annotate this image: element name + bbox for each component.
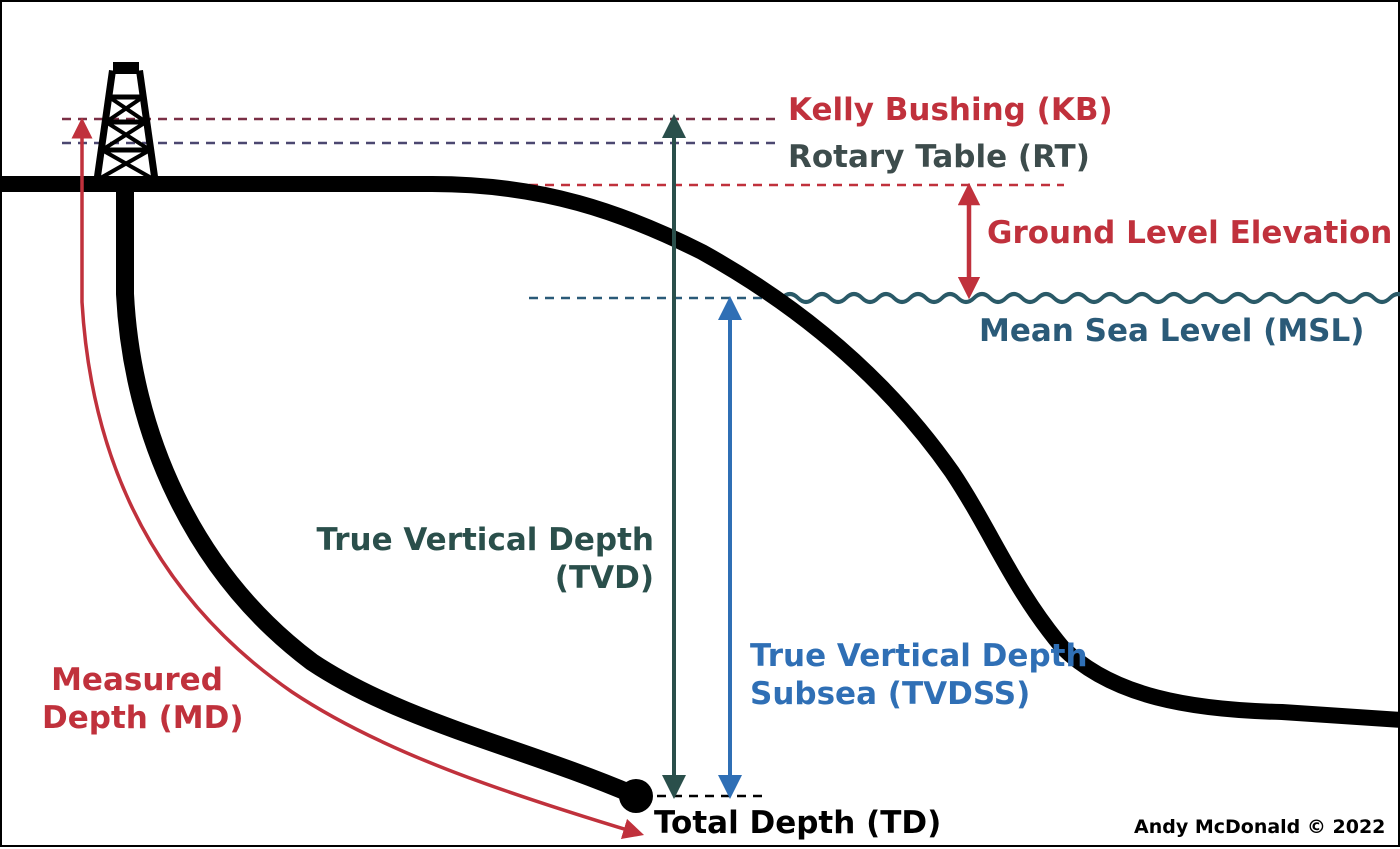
total-depth-label: Total Depth (TD)	[654, 805, 942, 841]
tvdss-label: True Vertical Depth Subsea (TVDSS)	[750, 637, 1088, 713]
kelly-bushing-label: Kelly Bushing (KB)	[788, 92, 1113, 128]
measured-depth-label-line1: Measured	[51, 662, 223, 698]
measured-depth-label: Measured Depth (MD)	[42, 661, 244, 737]
credit-label: Andy McDonald © 2022	[1134, 816, 1386, 838]
tvd-label-line2: (TVD)	[554, 560, 654, 596]
rotary-table-label: Rotary Table (RT)	[788, 139, 1090, 175]
mean-sea-level-label: Mean Sea Level (MSL)	[979, 313, 1365, 349]
tvd-label: True Vertical Depth (TVD)	[302, 521, 654, 597]
total-depth-marker-icon	[619, 779, 653, 813]
drilling-rig-icon	[91, 62, 159, 184]
tvdss-label-line1: True Vertical Depth	[750, 638, 1088, 674]
ground-profile-line	[2, 176, 1400, 728]
sea-surface-wave	[780, 292, 1400, 304]
ground-level-elevation-label: Ground Level Elevation	[987, 215, 1393, 251]
tvd-label-line1: True Vertical Depth	[316, 522, 654, 558]
measured-depth-arrow	[71, 117, 645, 840]
measured-depth-label-line2: Depth (MD)	[42, 700, 244, 736]
tvdss-label-line2: Subsea (TVDSS)	[750, 676, 1031, 712]
